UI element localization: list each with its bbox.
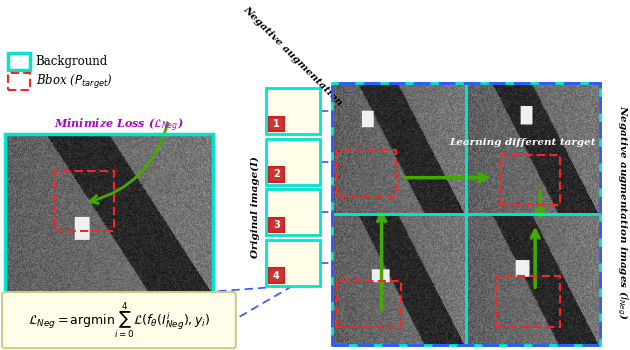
Text: Bbox ($P_{target}$): Bbox ($P_{target}$): [36, 72, 113, 91]
FancyBboxPatch shape: [268, 218, 284, 232]
FancyBboxPatch shape: [268, 268, 284, 283]
Text: 1: 1: [273, 119, 280, 129]
FancyBboxPatch shape: [8, 74, 30, 90]
FancyBboxPatch shape: [266, 189, 320, 235]
Text: Negative augmentation: Negative augmentation: [241, 5, 344, 107]
FancyBboxPatch shape: [2, 292, 236, 348]
FancyBboxPatch shape: [266, 139, 320, 184]
FancyBboxPatch shape: [268, 117, 284, 131]
Text: Minimize Loss ($\mathcal{L}_{Neg}$): Minimize Loss ($\mathcal{L}_{Neg}$): [54, 116, 184, 133]
FancyBboxPatch shape: [266, 240, 320, 286]
Text: $\mathcal{L}_{Neg} = \mathrm{argmin}\sum_{i=0}^{4} \mathcal{L}(f_{\theta}(I^i_{N: $\mathcal{L}_{Neg} = \mathrm{argmin}\sum…: [28, 300, 210, 341]
Text: 3: 3: [273, 220, 280, 230]
Text: 4: 4: [273, 271, 280, 281]
Text: 2: 2: [273, 169, 280, 180]
Text: Original image(I): Original image(I): [251, 156, 260, 258]
FancyBboxPatch shape: [268, 167, 284, 182]
Text: Learning different target: Learning different target: [450, 138, 596, 147]
Text: Negative augmentation images ($I_{Neg}$): Negative augmentation images ($I_{Neg}$): [615, 105, 629, 319]
Text: Background: Background: [36, 55, 108, 68]
FancyBboxPatch shape: [266, 88, 320, 134]
FancyBboxPatch shape: [8, 53, 30, 70]
